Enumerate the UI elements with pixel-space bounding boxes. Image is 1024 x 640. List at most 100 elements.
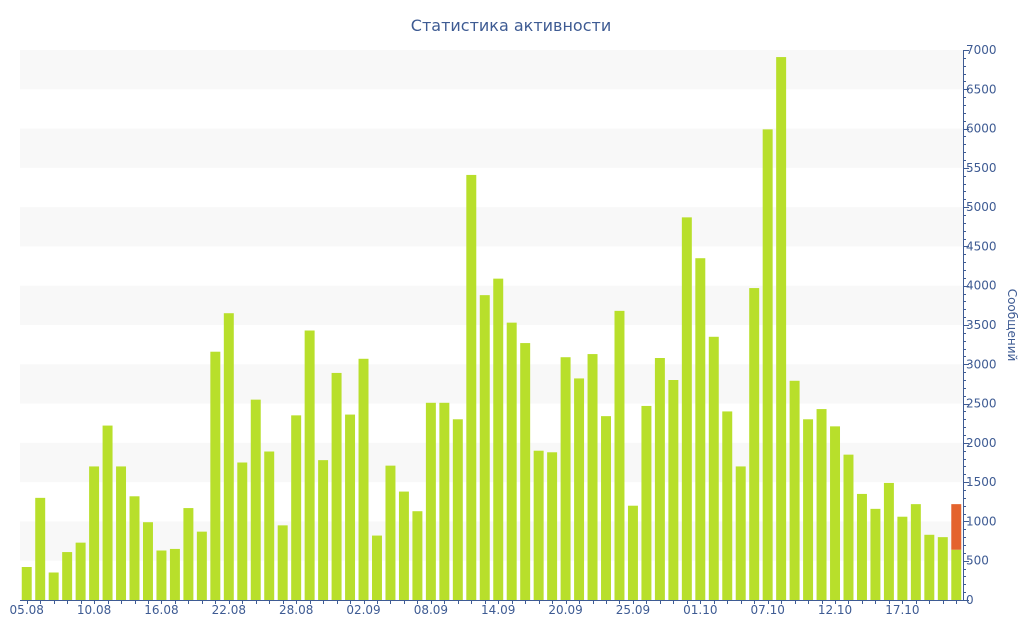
bar xyxy=(237,462,248,600)
bar xyxy=(614,310,625,600)
bar xyxy=(547,452,558,600)
grid-band xyxy=(20,285,963,325)
bar xyxy=(358,358,369,600)
bar xyxy=(681,217,692,600)
bar xyxy=(627,505,638,600)
y-tick-label: 5000 xyxy=(966,200,997,214)
bar xyxy=(264,451,275,600)
bar xyxy=(506,322,517,600)
bar xyxy=(493,278,504,600)
bars-layer xyxy=(21,57,962,601)
bar xyxy=(102,425,113,600)
bar xyxy=(291,415,302,600)
y-tick-label: 2000 xyxy=(966,436,997,450)
bar xyxy=(587,354,598,600)
bar xyxy=(398,491,409,600)
bar xyxy=(776,57,787,601)
y-tick-label: 500 xyxy=(966,554,989,568)
bar xyxy=(883,482,894,600)
y-tick-label: 5500 xyxy=(966,161,997,175)
bar xyxy=(803,419,814,600)
bar xyxy=(331,372,342,600)
bar xyxy=(762,129,773,600)
axes-layer: 0 500 1000 1500 2000 2500 3000 3500 4000 4500 5000… xyxy=(10,43,997,617)
x-tick-label: 14.09 xyxy=(481,603,515,617)
bar xyxy=(856,493,867,600)
x-tick-label: 07.10 xyxy=(750,603,784,617)
bar xyxy=(601,416,611,600)
y-tick-label: 4000 xyxy=(966,279,997,293)
bar xyxy=(345,414,356,600)
bar xyxy=(924,534,935,600)
bar xyxy=(156,550,167,600)
x-tick-label: 28.08 xyxy=(279,603,313,617)
y-tick-label: 6500 xyxy=(966,82,997,96)
y-tick-label: 1500 xyxy=(966,475,997,489)
bar xyxy=(560,357,571,600)
bar xyxy=(223,313,234,600)
bar xyxy=(183,508,194,600)
bar xyxy=(62,552,73,600)
y-tick-label: 7000 xyxy=(966,43,997,57)
x-tick-label: 17.10 xyxy=(885,603,919,617)
bar xyxy=(749,288,760,600)
bar xyxy=(789,380,800,600)
bar xyxy=(89,466,100,600)
x-tick-label: 12.10 xyxy=(818,603,852,617)
bar xyxy=(830,426,841,600)
y-tick-label: 4500 xyxy=(966,239,997,253)
grid-band xyxy=(20,128,963,168)
x-tick-label: 05.08 xyxy=(10,603,44,617)
x-tick-label: 20.09 xyxy=(548,603,582,617)
bar xyxy=(466,174,477,600)
grid-band xyxy=(20,207,963,247)
bar xyxy=(452,419,463,600)
bar xyxy=(142,522,153,600)
bar xyxy=(196,531,207,600)
bar xyxy=(35,497,46,600)
x-tick-label: 25.09 xyxy=(616,603,650,617)
bar xyxy=(520,343,531,600)
x-tick-label: 02.09 xyxy=(346,603,380,617)
x-tick-label: 01.10 xyxy=(683,603,717,617)
bar xyxy=(21,567,32,600)
bar xyxy=(668,380,679,600)
bar xyxy=(735,466,746,600)
chart-title: Статистика активности xyxy=(411,16,611,35)
bar xyxy=(708,336,719,600)
bar xyxy=(129,496,140,600)
bar xyxy=(169,548,180,600)
bar xyxy=(479,295,490,600)
bar xyxy=(116,466,127,600)
bar-highlight-segment xyxy=(951,504,962,550)
bar xyxy=(897,516,908,600)
bar xyxy=(304,330,315,600)
x-tick-label: 22.08 xyxy=(212,603,246,617)
bar xyxy=(277,525,288,600)
bar xyxy=(937,537,948,600)
x-tick-label: 08.09 xyxy=(414,603,448,617)
bar xyxy=(385,465,396,600)
y-tick-label: 3500 xyxy=(966,318,997,332)
bar xyxy=(425,402,436,600)
bar xyxy=(695,258,706,600)
x-tick-label: 16.08 xyxy=(144,603,178,617)
bar xyxy=(574,378,585,600)
grid-band xyxy=(20,364,963,404)
y-tick-label: 3000 xyxy=(966,357,997,371)
y-axis-title: Сообщений xyxy=(1005,289,1019,362)
bar xyxy=(722,411,733,600)
y-tick-label: 6000 xyxy=(966,122,997,136)
bar xyxy=(210,351,221,600)
bar xyxy=(533,450,544,600)
x-tick-label: 10.08 xyxy=(77,603,111,617)
bar xyxy=(318,460,329,600)
bar xyxy=(372,535,382,600)
bar xyxy=(439,402,450,600)
bar xyxy=(654,358,665,600)
bar xyxy=(75,542,86,600)
bar xyxy=(951,549,962,600)
bar xyxy=(843,454,854,600)
